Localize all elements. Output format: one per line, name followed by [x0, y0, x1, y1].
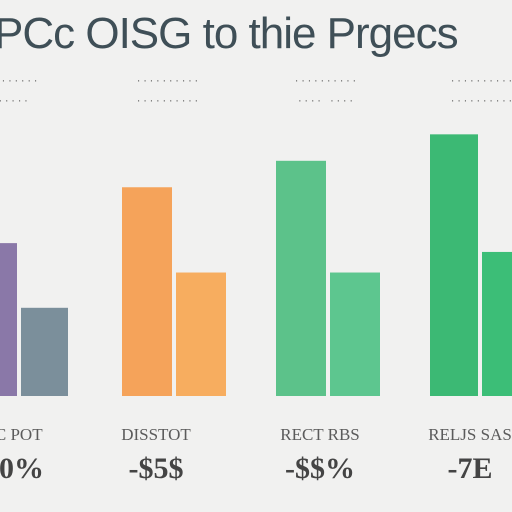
bar-group: ·· ········ ········ PC POT $0%	[0, 77, 68, 485]
bar-group: ·········· ·········· DISSTOT -$5$	[121, 77, 226, 485]
bar-groups: ·· ················PC POT$0%············…	[0, 77, 512, 485]
bar-group: ·········· ···· ···· RECT RBS -$$%	[276, 77, 380, 485]
group-header-line: ·· ········	[0, 77, 39, 87]
bar	[482, 251, 512, 396]
category-label: DISSTOT	[121, 425, 191, 444]
value-label: -$$%	[285, 452, 355, 485]
group-header-line: ··········	[136, 97, 200, 107]
group-header-line: ···· ····	[297, 97, 355, 107]
group-header-line: ········	[0, 97, 30, 107]
bar	[330, 272, 380, 396]
value-label: -7E	[448, 452, 493, 485]
category-label: PC POT	[0, 425, 43, 444]
bar	[176, 272, 226, 396]
value-label: $0%	[0, 452, 44, 485]
bar	[0, 243, 17, 396]
category-label: RELJS SAS	[428, 425, 512, 444]
group-header-line: ··········	[450, 77, 512, 87]
chart-title: PCc OISG to thie Prgecs	[0, 9, 458, 58]
bar	[430, 134, 478, 396]
group-header-line: ··········	[294, 77, 358, 87]
bar-group: ·········· ·········· RELJS SAS -7E	[428, 77, 512, 485]
group-header-line: ··········	[450, 97, 512, 107]
bar	[276, 160, 326, 396]
category-label: RECT RBS	[280, 425, 360, 444]
value-label: -$5$	[129, 452, 184, 485]
group-header-line: ··········	[136, 77, 200, 87]
bar	[122, 187, 172, 396]
bar	[21, 307, 68, 396]
